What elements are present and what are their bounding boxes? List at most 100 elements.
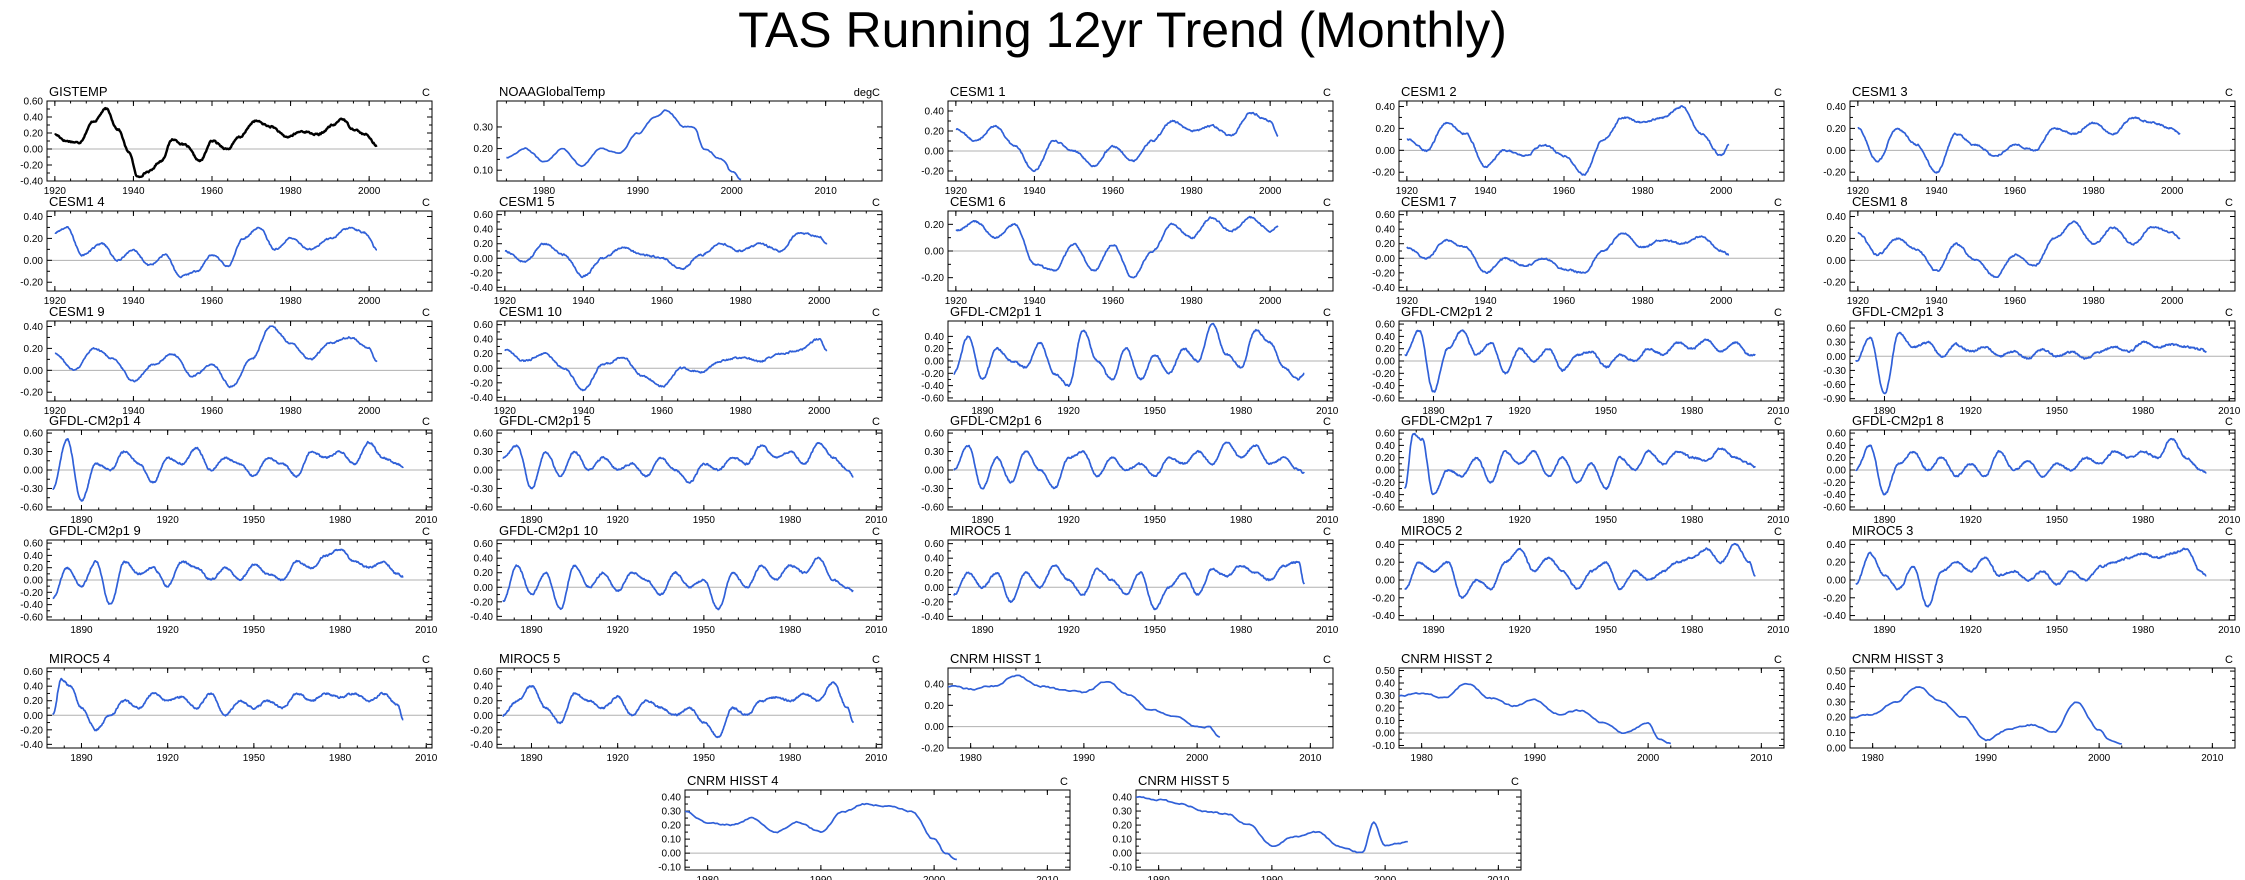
x-tick-label: 1950 — [243, 515, 266, 526]
y-tick-label: 0.20 — [474, 239, 494, 250]
panel-title: CESM1 1 — [950, 84, 1006, 99]
units-label: C — [2225, 197, 2233, 209]
x-tick-label: 1920 — [1058, 406, 1081, 417]
x-tick-label: 1950 — [1595, 406, 1618, 417]
series-line — [1855, 331, 2207, 395]
y-tick-label: -0.60 — [1823, 502, 1846, 513]
y-tick-label: 0.40 — [1827, 212, 1847, 223]
y-tick-label: 0.30 — [662, 807, 682, 818]
y-tick-label: 0.40 — [1376, 540, 1396, 551]
x-tick-label: 1980 — [1230, 515, 1253, 526]
y-tick-label: 0.00 — [474, 583, 494, 594]
x-tick-label: 2010 — [2218, 515, 2241, 526]
series-line — [1404, 329, 1756, 393]
x-tick-label: 2000 — [1637, 753, 1660, 764]
series-line — [1135, 795, 1408, 854]
panel-title: GFDL-CM2p1 5 — [499, 413, 591, 428]
x-tick-label: 1980 — [779, 625, 802, 636]
panel-title: GFDL-CM2p1 10 — [499, 523, 598, 538]
x-tick-label: 1980 — [779, 515, 802, 526]
series-line — [504, 337, 828, 392]
panel-title: CESM1 6 — [950, 194, 1006, 209]
y-tick-label: -0.20 — [921, 273, 944, 284]
x-tick-label: 1920 — [1509, 625, 1532, 636]
x-tick-label: 1920 — [1058, 625, 1081, 636]
x-tick-label: 2010 — [2218, 406, 2241, 417]
x-tick-label: 1980 — [1862, 753, 1885, 764]
x-tick-label: 1980 — [329, 753, 352, 764]
units-label: C — [1323, 307, 1331, 319]
y-tick-label: 0.20 — [24, 344, 44, 355]
panel-gfdl-cm2p1-3: GFDL-CM2p1 3 C 0.60 0.30 0.00 -0.30 -0.60 -0.90… — [1823, 304, 2241, 417]
y-tick-label: 0.00 — [925, 357, 945, 368]
y-tick-label: 0.20 — [24, 696, 44, 707]
panel-title: GFDL-CM2p1 4 — [49, 413, 141, 428]
series-line — [52, 548, 404, 605]
y-tick-label: 0.20 — [1827, 124, 1847, 135]
y-tick-label: 0.40 — [925, 107, 945, 118]
units-label: C — [1774, 197, 1782, 209]
x-tick-label: 2010 — [865, 753, 888, 764]
y-tick-label: -0.40 — [1823, 611, 1846, 622]
y-tick-label: 0.40 — [925, 680, 945, 691]
x-tick-label: 2010 — [2201, 753, 2224, 764]
y-tick-label: 0.00 — [662, 849, 682, 860]
x-tick-label: 1920 — [1058, 515, 1081, 526]
panel-gfdl-cm2p1-9: GFDL-CM2p1 9 C 0.600.400.20 0.00-0.20-0.40-… — [20, 523, 438, 636]
x-tick-label: 1920 — [494, 406, 517, 417]
y-tick-label: 0.40 — [1376, 225, 1396, 236]
panel-gfdl-cm2p1-4: GFDL-CM2p1 4 C 0.60 0.30 0.00 -0.30 -0.60 1890 1… — [20, 413, 438, 526]
series-line — [54, 226, 378, 279]
panel-title: MIROC5 1 — [950, 523, 1011, 538]
x-tick-label: 1980 — [960, 753, 983, 764]
x-tick-label: 2000 — [358, 186, 381, 197]
plot-frame — [1398, 210, 1785, 292]
y-tick-label: 0.40 — [24, 212, 44, 223]
x-tick-label: 1920 — [157, 625, 180, 636]
y-tick-label: 0.20 — [1827, 234, 1847, 245]
y-tick-label: 0.40 — [474, 225, 494, 236]
x-tick-label: 1890 — [1422, 406, 1445, 417]
panel-miroc5-3: MIROC5 3 C 0.40 0.20 0.00 -0.20 -0.40 1890 1920 1… — [1823, 523, 2241, 636]
y-tick-label: -0.60 — [470, 502, 493, 513]
y-tick-label: 0.60 — [925, 429, 945, 440]
y-tick-label: 0.60 — [1376, 320, 1396, 331]
plot-frame — [684, 789, 1071, 871]
panel-miroc5-5: MIROC5 5 C 0.60 0.40 0.20 0.00 -0.20 -0.40 1890 1… — [470, 651, 888, 764]
panel-title: CESM1 8 — [1852, 194, 1908, 209]
y-tick-label: 0.00 — [474, 254, 494, 265]
units-label: C — [1060, 776, 1068, 788]
series-line — [502, 441, 854, 490]
x-tick-label: 1940 — [1474, 186, 1497, 197]
units-label: C — [1774, 307, 1782, 319]
series-line — [1406, 105, 1730, 176]
x-tick-label: 2010 — [415, 753, 438, 764]
units-label: C — [872, 526, 880, 538]
y-tick-label: 0.60 — [474, 429, 494, 440]
x-tick-label: 1890 — [1873, 625, 1896, 636]
x-tick-label: 2000 — [808, 296, 831, 307]
panel-title: MIROC5 5 — [499, 651, 560, 666]
panel-title: MIROC5 4 — [49, 651, 110, 666]
series-line — [54, 106, 378, 179]
y-tick-label: -0.20 — [20, 725, 43, 736]
y-tick-label: -0.60 — [1823, 380, 1846, 391]
panel-gfdl-cm2p1-8: GFDL-CM2p1 8 C 0.600.400.20 0.00-0.20-0.40-… — [1823, 413, 2241, 526]
y-tick-label: -0.20 — [470, 597, 493, 608]
y-tick-label: -0.40 — [921, 612, 944, 623]
panel-title: GISTEMP — [49, 84, 108, 99]
x-tick-label: 1920 — [1960, 625, 1983, 636]
x-tick-label: 2000 — [1259, 296, 1282, 307]
y-tick-label: 0.00 — [1827, 256, 1847, 267]
x-tick-label: 2000 — [1710, 296, 1733, 307]
x-tick-label: 1950 — [1144, 515, 1167, 526]
y-tick-label: -0.40 — [1372, 611, 1395, 622]
x-tick-label: 2010 — [1316, 406, 1339, 417]
series-line — [1404, 542, 1756, 599]
units-label: C — [1323, 416, 1331, 428]
panel-title: CESM1 4 — [49, 194, 105, 209]
y-tick-label: 0.00 — [1376, 357, 1396, 368]
y-tick-label: -0.20 — [921, 167, 944, 178]
